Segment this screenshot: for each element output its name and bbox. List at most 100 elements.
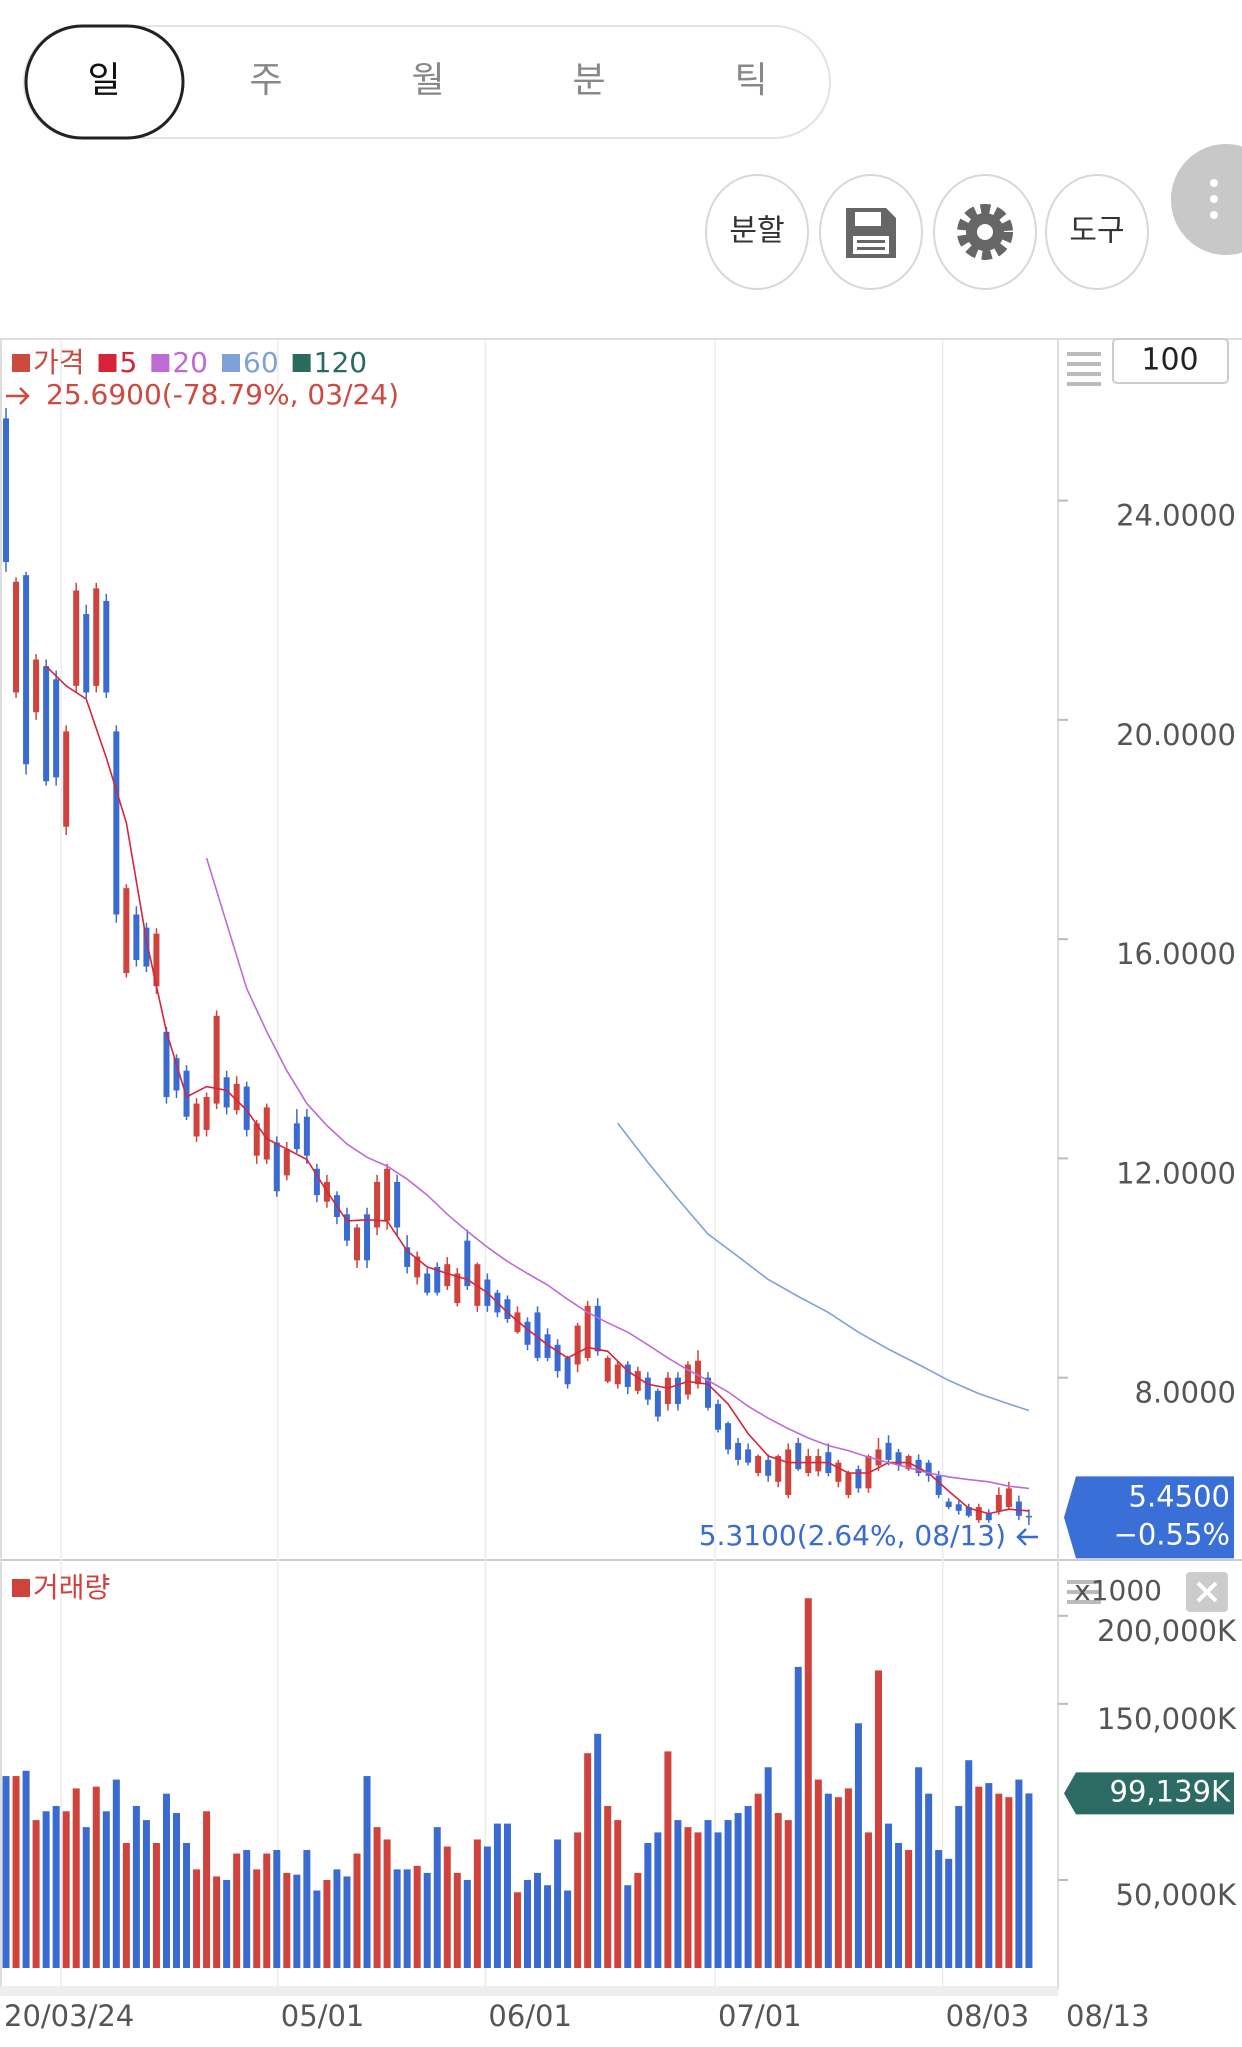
candle-body bbox=[965, 1507, 972, 1516]
volume-bar bbox=[2, 1776, 10, 1968]
x-tick-label: 20/03/24 bbox=[4, 1999, 134, 2033]
low-arrow bbox=[1016, 1528, 1038, 1546]
tab[interactable]: 일 bbox=[87, 60, 120, 101]
candle-body bbox=[775, 1456, 782, 1482]
volume-bar bbox=[333, 1869, 341, 1968]
y-tick-label: 12.0000 bbox=[1116, 1156, 1236, 1190]
volume-bar bbox=[1005, 1797, 1013, 1968]
candle-body bbox=[504, 1299, 511, 1320]
volume-bar bbox=[313, 1890, 321, 1968]
volume-bar bbox=[814, 1779, 822, 1968]
candle-body bbox=[735, 1442, 742, 1460]
volume-bar bbox=[473, 1839, 481, 1968]
candle-body bbox=[153, 933, 160, 987]
volume-bar bbox=[584, 1753, 592, 1968]
volume-bar bbox=[183, 1842, 191, 1968]
volume-bar bbox=[885, 1823, 893, 1968]
volume-bar bbox=[112, 1779, 120, 1968]
scrollbar[interactable] bbox=[0, 1986, 1058, 1996]
volume-bar bbox=[12, 1776, 20, 1968]
current-price-badge bbox=[1064, 1476, 1234, 1559]
ma-line bbox=[45, 665, 1029, 1515]
candle-body bbox=[424, 1273, 431, 1293]
candle-body bbox=[684, 1364, 691, 1395]
tab[interactable]: 분 bbox=[572, 60, 605, 101]
candle-body bbox=[554, 1344, 561, 1372]
volume-bar bbox=[544, 1885, 552, 1968]
candle-body bbox=[163, 1031, 170, 1098]
current-volume-badge bbox=[1064, 1772, 1234, 1815]
candle-body bbox=[43, 666, 50, 782]
volume-bar bbox=[32, 1820, 40, 1968]
volume-bar bbox=[223, 1879, 231, 1968]
volume-bar bbox=[975, 1786, 983, 1968]
x-tick-label: 05/01 bbox=[281, 1999, 365, 2033]
volume-bar bbox=[453, 1872, 461, 1968]
more-icon bbox=[1210, 179, 1218, 219]
tab[interactable]: 월 bbox=[411, 60, 444, 101]
legend-swatch bbox=[12, 354, 30, 372]
volume-bar bbox=[594, 1733, 602, 1968]
volume-bar bbox=[323, 1879, 331, 1968]
candle-body bbox=[173, 1058, 180, 1091]
volume-menu-icon[interactable] bbox=[1067, 1580, 1101, 1604]
candle-body bbox=[524, 1321, 531, 1345]
candle-body bbox=[223, 1077, 230, 1108]
candle-body bbox=[785, 1449, 792, 1495]
volume-bar bbox=[263, 1853, 271, 1968]
current-volume: 99,139K bbox=[1110, 1774, 1231, 1808]
candle-body bbox=[544, 1334, 551, 1358]
split-button[interactable] bbox=[705, 174, 809, 290]
tab-bar bbox=[23, 25, 831, 139]
volume-bar bbox=[764, 1767, 772, 1968]
volume-bar bbox=[273, 1850, 281, 1968]
volume-bar bbox=[233, 1853, 241, 1968]
volume-bar bbox=[62, 1811, 70, 1968]
y-tick-label: 8.0000 bbox=[1135, 1376, 1236, 1410]
tab[interactable]: 틱 bbox=[734, 60, 767, 101]
current-change: −0.55% bbox=[1114, 1517, 1230, 1551]
candle-body bbox=[374, 1181, 381, 1228]
tools-button[interactable] bbox=[1045, 174, 1149, 290]
volume-bar bbox=[664, 1751, 672, 1968]
menu-icon[interactable] bbox=[1067, 352, 1101, 386]
candle-body bbox=[13, 581, 20, 693]
volume-bar bbox=[864, 1832, 872, 1968]
volume-bar bbox=[383, 1839, 391, 1968]
candle-body bbox=[674, 1377, 681, 1404]
low-annotation: 5.3100(2.64%, 08/13) bbox=[699, 1519, 1006, 1552]
candle-body bbox=[715, 1403, 722, 1430]
candle-body bbox=[985, 1513, 992, 1521]
volume-bar bbox=[744, 1806, 752, 1968]
candle-body bbox=[644, 1377, 651, 1400]
volume-bar bbox=[834, 1797, 842, 1968]
candle-body bbox=[855, 1469, 862, 1489]
volume-bar bbox=[774, 1813, 782, 1968]
volume-bar bbox=[945, 1858, 953, 1968]
candle-body bbox=[283, 1149, 290, 1176]
tab-selected[interactable] bbox=[24, 24, 185, 140]
button-label: 도구 bbox=[1069, 214, 1124, 249]
legend-swatch bbox=[98, 354, 117, 372]
candle-body bbox=[193, 1103, 200, 1137]
volume-bar bbox=[193, 1869, 201, 1968]
volume-bar bbox=[483, 1846, 491, 1968]
candle-body bbox=[694, 1360, 701, 1385]
legend-label: 가격 bbox=[33, 346, 85, 379]
x-tick-label: 08/03 bbox=[946, 1999, 1030, 2033]
candle-body bbox=[354, 1227, 361, 1261]
candle-body bbox=[293, 1123, 300, 1150]
tab[interactable]: 주 bbox=[249, 60, 282, 101]
volume-bar bbox=[443, 1846, 451, 1968]
candle-body bbox=[1015, 1501, 1022, 1516]
volume-bar bbox=[403, 1869, 411, 1968]
more-tab[interactable] bbox=[1171, 144, 1242, 255]
y-tick-label: 24.0000 bbox=[1116, 499, 1236, 533]
volume-bar bbox=[554, 1839, 562, 1968]
volume-bar bbox=[303, 1850, 311, 1968]
candle-body bbox=[925, 1462, 932, 1476]
zoom-box[interactable] bbox=[1112, 338, 1229, 384]
volume-bar bbox=[704, 1820, 712, 1968]
volume-bar bbox=[343, 1876, 351, 1968]
